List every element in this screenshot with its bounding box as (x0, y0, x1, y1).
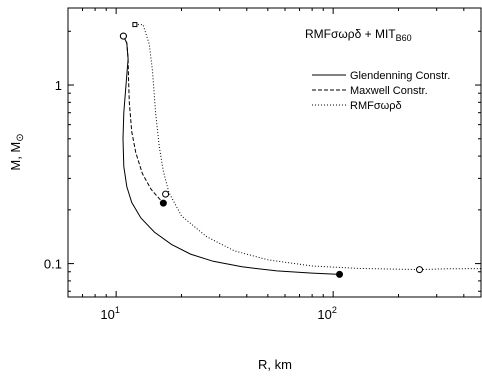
y-axis-label: M, M⊙ (8, 133, 26, 170)
x-tick-label: 102 (317, 305, 336, 322)
chart-title: RMFσωρδ + MITB60 (305, 27, 412, 43)
data-point-open (119, 32, 127, 40)
marker-layer (119, 22, 424, 278)
legend-label-maxwell: Maxwell Constr. (350, 85, 428, 97)
series-maxwell-constr (122, 35, 164, 204)
data-point-open (416, 266, 424, 274)
plot-area-frame (67, 7, 482, 298)
x-tick-label-exponent: 1 (115, 305, 120, 315)
legend-label-rmf: RMFσωρδ (350, 100, 402, 112)
data-point-filled (159, 199, 167, 207)
x-tick-label-base: 10 (317, 307, 331, 322)
x-tick-label: 101 (100, 305, 119, 322)
x-tick-label-exponent: 2 (332, 305, 337, 315)
y-axis-label-text: M, M (8, 142, 23, 171)
data-point-open-square (132, 22, 138, 28)
y-tick-label: 1 (55, 78, 62, 93)
legend: Glendenning Constr. Maxwell Constr. RMFσ… (312, 70, 450, 112)
legend-label-glendenning: Glendenning Constr. (350, 70, 450, 82)
series-layer (122, 24, 482, 275)
data-point-open (162, 190, 170, 198)
chart-title-main: RMFσωρδ + MIT (305, 27, 396, 41)
series-glendenning-constr (122, 35, 340, 275)
data-point-filled (336, 270, 344, 278)
x-axis-label: R, km (258, 357, 292, 372)
series-rmf (134, 24, 482, 271)
chart-title-subscript: B60 (396, 33, 412, 43)
y-axis-label-subscript: ⊙ (15, 133, 26, 141)
y-tick-label: 0.1 (44, 257, 62, 272)
x-tick-label-base: 10 (100, 307, 114, 322)
